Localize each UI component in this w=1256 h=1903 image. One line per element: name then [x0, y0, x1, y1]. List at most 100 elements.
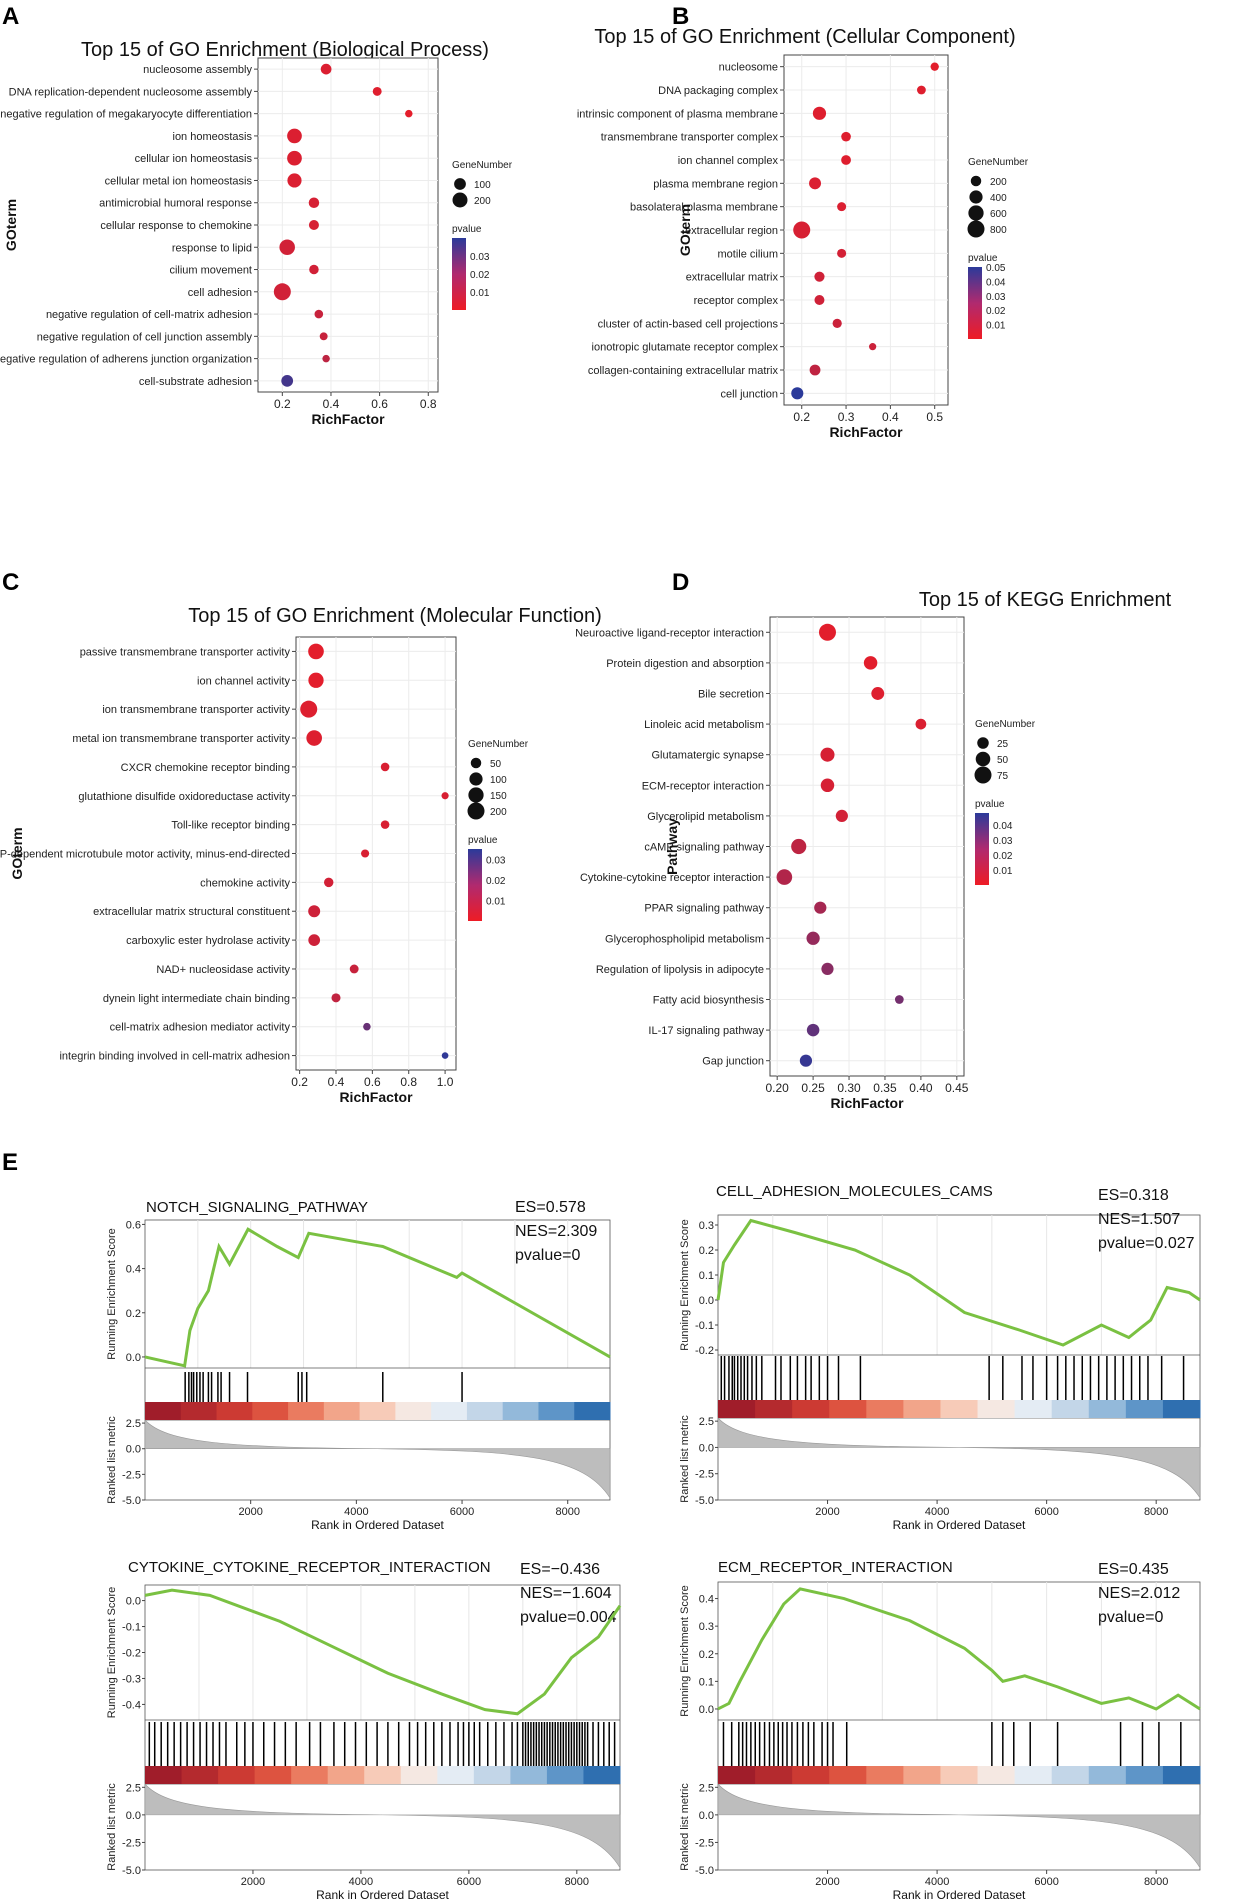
- enrichment-curve: [144, 1588, 622, 1716]
- rank-bar-segment: [977, 1400, 1016, 1418]
- term-label: Glycerolipid metabolism: [647, 811, 764, 823]
- es-tick-label: 0.0: [699, 1295, 714, 1307]
- metric-tick-label: 2.5: [699, 1782, 714, 1794]
- data-point: [832, 318, 842, 328]
- data-point: [363, 1022, 371, 1031]
- gsea-es: ES=0.578: [515, 1199, 586, 1216]
- gsea-es: ES=0.435: [1098, 1561, 1169, 1578]
- rank-bar-segment: [1125, 1400, 1164, 1418]
- es-tick-label: 0.1: [699, 1270, 714, 1282]
- x-tick-label: 0.25: [801, 1081, 825, 1095]
- data-point: [319, 332, 328, 341]
- es-tick-label: 0.2: [699, 1245, 714, 1257]
- rank-bar-segment: [288, 1402, 325, 1420]
- gsea-frame: [144, 1584, 621, 1871]
- es-tick-label: 0.3: [699, 1220, 714, 1232]
- rank-bar-segment: [180, 1402, 218, 1420]
- x-tick-label: 6000: [457, 1876, 481, 1888]
- term-label: DNA packaging complex: [658, 85, 778, 97]
- ranked-metric-area: [717, 1783, 1201, 1869]
- data-point: [915, 718, 927, 730]
- data-point: [791, 838, 807, 855]
- rank-bar-segment: [466, 1402, 504, 1420]
- term-label: Cytokine-cytokine receptor interaction: [580, 872, 764, 884]
- es-tick-label: -0.1: [122, 1622, 141, 1634]
- metric-tick-label: 2.5: [699, 1416, 714, 1428]
- panel-label-C: C: [2, 569, 19, 596]
- es-tick-label: 0.4: [126, 1264, 141, 1276]
- x-axis-label: Rank in Ordered Dataset: [893, 1888, 1026, 1902]
- colorbar-label: 0.03: [993, 836, 1013, 847]
- kegg-dotplot: Top 15 of KEGG Enrichment Neuroactive lig…: [575, 589, 1172, 1111]
- data-point: [793, 221, 811, 239]
- term-label: extracellular matrix structural constitu…: [93, 906, 290, 918]
- es-axis-label: Running Enrichment Score: [106, 1228, 118, 1359]
- rank-bar-segment: [940, 1766, 979, 1784]
- gsea-pvalue: pvalue=0: [1098, 1609, 1163, 1626]
- es-axis-label: Running Enrichment Score: [679, 1585, 691, 1716]
- size-legend-label: 200: [990, 177, 1007, 188]
- data-point: [361, 849, 370, 858]
- size-legend-dot: [454, 178, 466, 190]
- data-point: [916, 85, 926, 95]
- x-tick-label: 0.20: [766, 1081, 790, 1095]
- term-label: ECM-receptor interaction: [642, 780, 764, 792]
- gsea-nes: NES=2.309: [515, 1223, 597, 1240]
- data-point: [372, 86, 382, 96]
- term-label: metal ion transmembrane transporter acti…: [72, 733, 290, 745]
- term-label: integrin binding involved in cell-matrix…: [59, 1051, 290, 1063]
- metric-tick-label: -2.5: [695, 1469, 714, 1481]
- term-label: glutathione disulfide oxidoreductase act…: [78, 791, 290, 803]
- x-tick-label: 4000: [925, 1876, 949, 1888]
- data-point: [837, 202, 847, 212]
- metric-tick-label: -2.5: [122, 1837, 141, 1849]
- es-tick-label: 0.2: [699, 1649, 714, 1661]
- data-point: [308, 219, 319, 231]
- term-label: cilium movement: [169, 265, 252, 277]
- data-point: [806, 931, 820, 945]
- x-tick-label: 0.8: [420, 397, 437, 411]
- rank-bar-segment: [364, 1766, 402, 1784]
- x-tick-label: 0.4: [882, 410, 899, 424]
- size-legend-title: GeneNumber: [468, 739, 529, 750]
- colorbar-label: 0.01: [993, 866, 1013, 877]
- x-axis-label: RichFactor: [829, 424, 903, 440]
- es-tick-label: 0.0: [699, 1704, 714, 1716]
- y-axis-label: GOterm: [677, 204, 693, 256]
- x-tick-label: 0.5: [926, 410, 943, 424]
- color-legend-title: pvalue: [452, 224, 482, 235]
- rank-bar-segment: [473, 1766, 511, 1784]
- es-tick-label: 0.1: [699, 1676, 714, 1688]
- colorbar-label: 0.01: [986, 321, 1006, 332]
- colorbar: [975, 813, 989, 885]
- term-label: negative regulation of cell-matrix adhes…: [46, 309, 252, 321]
- colorbar-label: 0.03: [986, 292, 1006, 303]
- x-tick-label: 1.0: [437, 1075, 454, 1089]
- metric-tick-label: 0.0: [699, 1810, 714, 1822]
- metric-tick-label: -5.0: [695, 1865, 714, 1877]
- colorbar-label: 0.03: [486, 855, 506, 866]
- rank-bar-segment: [718, 1400, 756, 1418]
- rank-bar-segment: [395, 1402, 432, 1420]
- data-point: [349, 964, 359, 974]
- rank-bar-segment: [327, 1766, 365, 1784]
- rank-bar-segment: [145, 1766, 183, 1784]
- data-point: [322, 354, 330, 363]
- rank-bar-segment: [583, 1766, 621, 1784]
- gsea-ecm-plot: ECM_RECEPTOR_INTERACTION ES=0.435 NES=2.01…: [679, 1559, 1201, 1902]
- x-axis-label: RichFactor: [311, 411, 385, 427]
- term-label: nucleosome assembly: [143, 64, 252, 76]
- data-point: [281, 374, 294, 387]
- rank-bar-segment: [1051, 1766, 1090, 1784]
- term-label: negative regulation of megakaryocyte dif…: [0, 109, 252, 121]
- es-tick-label: 0.6: [126, 1219, 141, 1231]
- rank-bar-segment: [291, 1766, 329, 1784]
- data-point: [441, 1052, 449, 1059]
- rank-bar-segment: [1014, 1400, 1053, 1418]
- term-label: Bile secretion: [698, 689, 764, 701]
- metric-tick-label: 0.0: [126, 1810, 141, 1822]
- x-tick-label: 2000: [815, 1876, 839, 1888]
- x-tick-label: 6000: [1034, 1506, 1058, 1518]
- x-tick-label: 0.6: [371, 397, 388, 411]
- term-label: DNA replication-dependent nucleosome ass…: [9, 86, 253, 98]
